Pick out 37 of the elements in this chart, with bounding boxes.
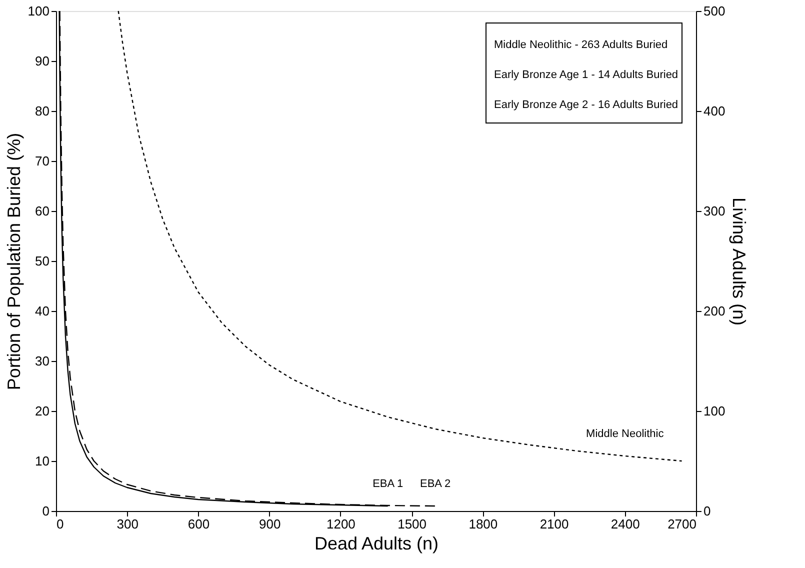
line-series xyxy=(118,10,682,462)
x-tick-label: 0 xyxy=(56,516,64,532)
y2-tick-label: 500 xyxy=(704,4,726,18)
y-tick-label: 80 xyxy=(35,104,50,118)
y-tick-label: 60 xyxy=(35,204,50,218)
y-axis-title: Portion of Population Buried (%) xyxy=(4,132,24,390)
x-tick-label: 2700 xyxy=(668,516,696,532)
x-tick-label: 600 xyxy=(188,516,210,532)
y2-tick-label: 100 xyxy=(704,404,726,418)
y2-tick-label: 400 xyxy=(704,104,726,118)
y-tick-label: 40 xyxy=(35,304,50,318)
annotation: Early Bronze Age 2 - 16 Adults Buried xyxy=(494,99,678,111)
y-tick-label: 20 xyxy=(35,404,50,418)
x-tick-label: 1800 xyxy=(468,516,498,532)
x-tick-label: 1500 xyxy=(398,516,427,532)
x-tick-label: 300 xyxy=(116,516,138,532)
x-tick-label: 900 xyxy=(258,516,281,532)
y-tick-label: 50 xyxy=(35,254,50,268)
y2-axis-title: Living Adults (n) xyxy=(729,197,750,326)
x-tick-label: 1200 xyxy=(326,516,356,532)
annotation: Early Bronze Age 1 - 14 Adults Buried xyxy=(494,69,678,81)
y2-tick-label: 300 xyxy=(704,204,726,218)
y2-tick-label: 0 xyxy=(704,504,711,518)
annotation: Middle Neolithic - 263 Adults Buried xyxy=(494,39,668,51)
series-label: EBA 1 xyxy=(372,478,404,490)
y-tick-label: 70 xyxy=(35,154,50,168)
y-tick-label: 100 xyxy=(28,4,50,18)
x-tick-label: 2100 xyxy=(540,516,569,532)
x-axis-title: Dead Adults (n) xyxy=(314,534,439,554)
y-tick-label: 90 xyxy=(35,54,50,68)
y2-tick-label: 200 xyxy=(704,304,726,318)
y-tick-label: 30 xyxy=(35,354,50,368)
series-label: EBA 2 xyxy=(420,478,451,490)
x-tick-label: 2400 xyxy=(610,516,640,532)
series-label: Middle Neolithic xyxy=(586,428,664,440)
y-tick-label: 10 xyxy=(35,454,50,468)
y-tick-label: 0 xyxy=(42,504,50,518)
